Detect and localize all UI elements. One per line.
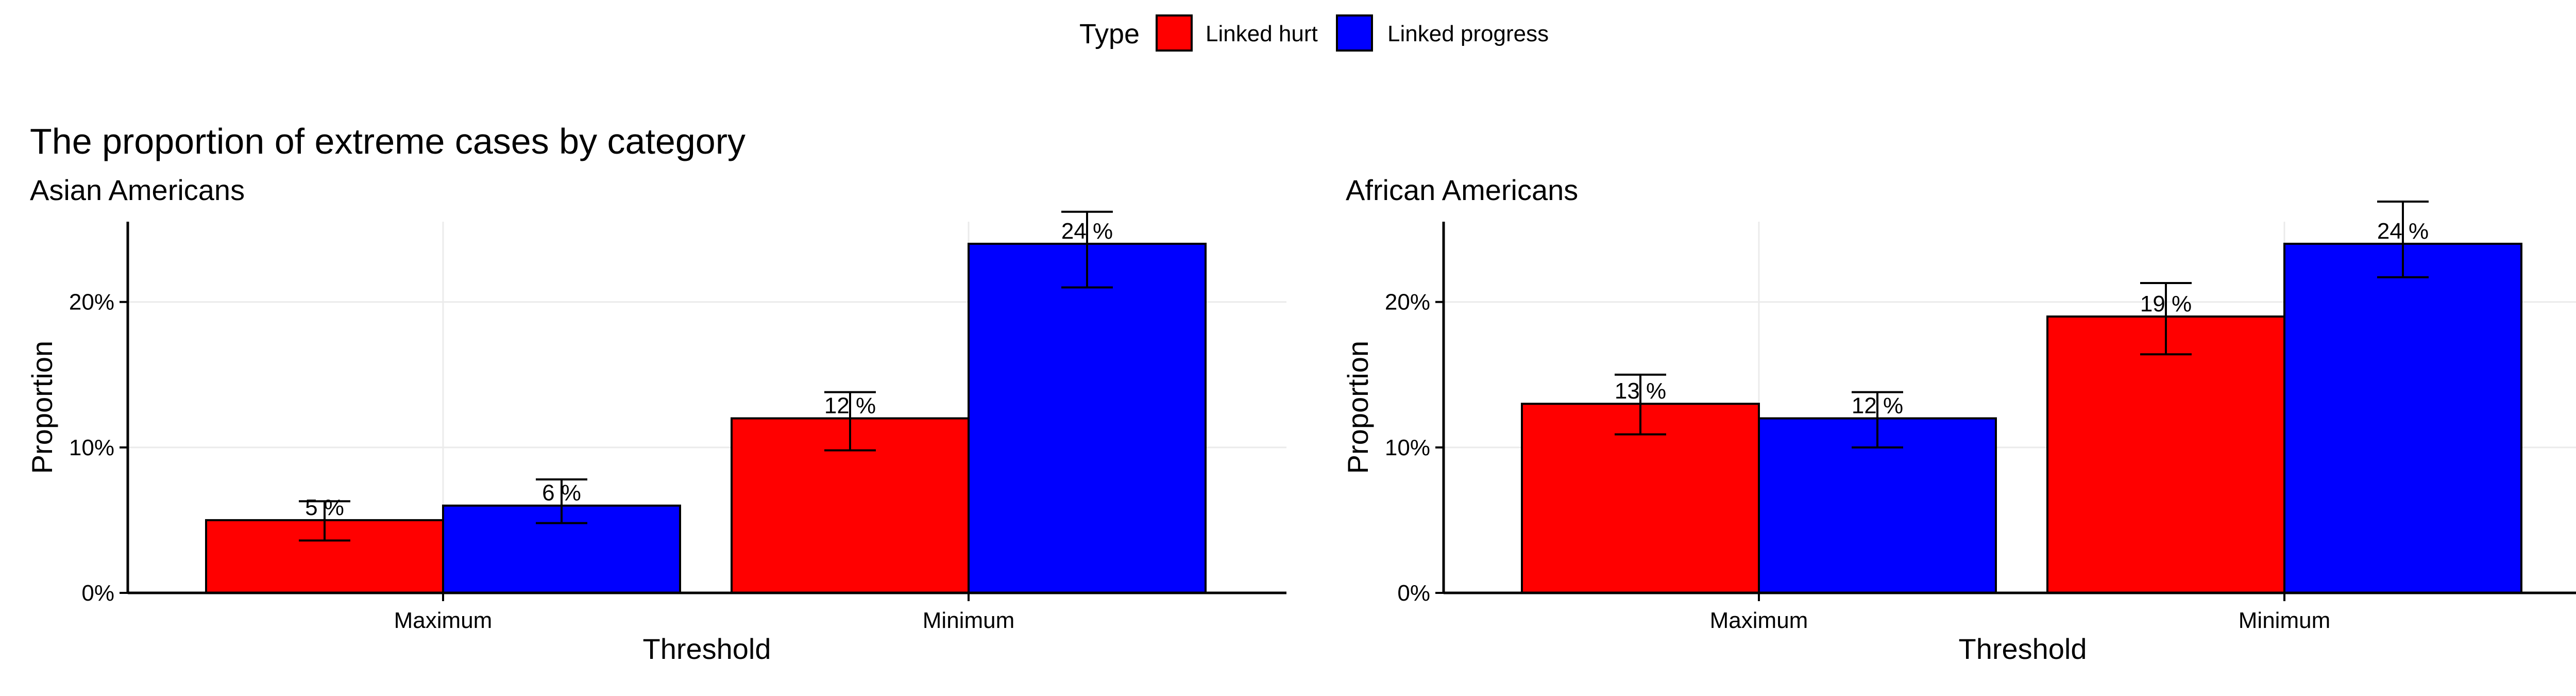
data-label: 24 % xyxy=(1061,219,1113,244)
x-tick-label: Minimum xyxy=(2239,608,2330,633)
x-tick-label: Minimum xyxy=(923,608,1014,633)
panel-subtitle: African Americans xyxy=(1346,174,1578,206)
legend-swatch-linked-hurt xyxy=(1156,14,1193,52)
panel-asian-americans: Asian Americans Proportion Threshold 5 %… xyxy=(26,174,1286,665)
y-axis-title: Proportion xyxy=(1342,341,1374,474)
x-axis-title: Threshold xyxy=(1958,633,2087,665)
data-label: 12 % xyxy=(1852,393,1903,418)
bar xyxy=(968,242,1207,594)
data-label: 13 % xyxy=(1615,378,1666,404)
y-tick-label: 0% xyxy=(1397,581,1430,606)
y-tick-label: 0% xyxy=(81,581,114,606)
x-tick-label: Maximum xyxy=(394,608,493,633)
y-tick-label: 10% xyxy=(1385,435,1430,460)
y-tick-label: 20% xyxy=(1385,290,1430,315)
data-label: 19 % xyxy=(2140,291,2192,317)
data-label: 6 % xyxy=(542,480,581,506)
y-tick-label: 20% xyxy=(69,290,114,315)
legend: Type Linked hurt Linked progress xyxy=(1079,14,1549,52)
legend-title: Type xyxy=(1079,19,1140,49)
chart-title: The proportion of extreme cases by categ… xyxy=(30,121,745,161)
panel-african-americans: African Americans Proportion Threshold 1… xyxy=(1342,174,2576,665)
panel-subtitle: Asian Americans xyxy=(30,174,245,206)
x-axis-title: Threshold xyxy=(642,633,771,665)
data-label: 24 % xyxy=(2377,219,2429,244)
bar xyxy=(2046,315,2285,594)
legend-label-linked-progress: Linked progress xyxy=(1387,21,1549,46)
bar xyxy=(2283,242,2522,594)
legend-label-linked-hurt: Linked hurt xyxy=(1206,21,1318,46)
data-label: 5 % xyxy=(305,495,344,520)
data-label: 12 % xyxy=(824,393,876,418)
x-tick-label: Maximum xyxy=(1710,608,1808,633)
y-axis-title: Proportion xyxy=(26,341,58,474)
legend-swatch-linked-progress xyxy=(1336,14,1373,52)
y-tick-label: 10% xyxy=(69,435,114,460)
